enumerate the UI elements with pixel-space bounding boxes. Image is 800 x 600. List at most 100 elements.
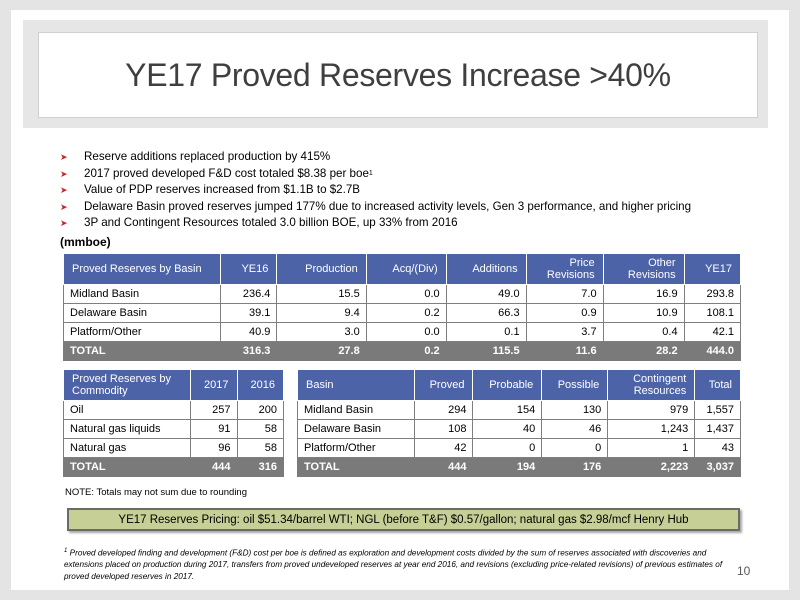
table-cell: 9.4	[276, 303, 367, 323]
table-cell: 96	[190, 438, 238, 458]
column-header: Probable	[472, 369, 543, 401]
table-cell: 46	[541, 419, 609, 439]
table-cell: 176	[541, 457, 609, 477]
table-cell: 58	[236, 438, 284, 458]
table-cell: 91	[190, 419, 238, 439]
table-row: Natural gas 96 58	[63, 438, 284, 458]
total-row: TOTAL 444 316	[63, 457, 284, 477]
column-header: 2017	[190, 369, 238, 401]
column-header: Basin	[297, 369, 415, 401]
arrow-bullet-icon: ➤	[60, 201, 68, 212]
table-cell: 49.0	[445, 284, 527, 304]
table-cell: 1	[607, 438, 696, 458]
column-header: Total	[694, 369, 741, 401]
arrow-bullet-icon: ➤	[60, 218, 68, 229]
table-cell: 108	[413, 419, 474, 439]
table-cell: 0.0	[365, 322, 447, 342]
table-cell: 40.9	[219, 322, 278, 342]
arrow-bullet-icon: ➤	[60, 185, 68, 196]
table-row: Delaware Basin 39.1 9.4 0.2 66.3 0.9 10.…	[63, 303, 742, 323]
table-cell: 316.3	[219, 341, 278, 361]
table-cell: 11.6	[525, 341, 604, 361]
arrow-bullet-icon: ➤	[60, 152, 68, 162]
bullet-text: Reserve additions replaced production by…	[84, 150, 331, 163]
table-cell: 43	[694, 438, 741, 458]
table-cell: 154	[472, 400, 543, 420]
table-cell: 2,223	[607, 457, 696, 477]
table-header-row: Proved Reserves by Basin YE16 Production…	[63, 253, 742, 285]
table-row: Oil 257 200	[63, 400, 284, 420]
table-row: Natural gas liquids 91 58	[63, 419, 284, 439]
table-cell: 115.5	[445, 341, 527, 361]
proved-reserves-by-basin-table: Proved Reserves by Basin YE16 Production…	[63, 253, 742, 361]
slide-title: YE17 Proved Reserves Increase >40%	[125, 56, 671, 93]
table-cell: 0	[472, 438, 543, 458]
table-cell: 200	[236, 400, 284, 420]
table-cell: 194	[472, 457, 543, 477]
table-cell: 236.4	[219, 284, 278, 304]
bullet-list: ➤ Reserve additions replaced production b…	[60, 149, 691, 232]
bullet-item: ➤ Delaware Basin proved reserves jumped 1…	[60, 199, 691, 216]
column-header: Price Revisions	[525, 253, 604, 285]
table-cell: 27.8	[276, 341, 367, 361]
title-box: YE17 Proved Reserves Increase >40%	[38, 32, 758, 118]
bullet-text: Value of PDP reserves increased from $1.…	[84, 183, 361, 197]
row-label: Platform/Other	[63, 322, 221, 342]
table-row: Midland Basin 294 154 130 979 1,557	[297, 400, 741, 420]
pricing-banner: YE17 Reserves Pricing: oil $51.34/barrel…	[67, 508, 740, 531]
row-label: TOTAL	[63, 457, 191, 477]
table-cell: 293.8	[683, 284, 742, 304]
column-header: Production	[276, 253, 367, 285]
unit-label: (mmboe)	[60, 235, 111, 249]
column-header: Possible	[541, 369, 609, 401]
bullet-text: 2017 proved developed F&D cost totaled $…	[84, 166, 369, 180]
row-label: TOTAL	[297, 457, 415, 477]
table-cell: 1,437	[694, 419, 741, 439]
bullet-text: Delaware Basin proved reserves jumped 17…	[84, 199, 692, 213]
row-label: Platform/Other	[297, 438, 415, 458]
table-header-row: Basin Proved Probable Possible Contingen…	[297, 369, 741, 401]
table-cell: 40	[472, 419, 543, 439]
resources-by-basin-table: Basin Proved Probable Possible Contingen…	[297, 369, 741, 477]
row-label: Midland Basin	[297, 400, 415, 420]
table-cell: 0.2	[365, 303, 447, 323]
table-row: Midland Basin 236.4 15.5 0.0 49.0 7.0 16…	[63, 284, 742, 304]
total-row: TOTAL 444 194 176 2,223 3,037	[297, 457, 741, 477]
table-row: Platform/Other 42 0 0 1 43	[297, 438, 741, 458]
row-label: Delaware Basin	[63, 303, 221, 323]
table-cell: 444	[190, 457, 238, 477]
table-cell: 1,557	[694, 400, 741, 420]
table-cell: 130	[541, 400, 609, 420]
table-cell: 42	[413, 438, 474, 458]
table-cell: 42.1	[683, 322, 742, 342]
row-label: Natural gas	[63, 438, 191, 458]
table-row: Platform/Other 40.9 3.0 0.0 0.1 3.7 0.4 …	[63, 322, 742, 342]
arrow-bullet-icon: ➤	[60, 168, 68, 179]
table-cell: 1,243	[607, 419, 696, 439]
table-cell: 3.0	[276, 322, 367, 342]
footnote-marker: 1	[64, 548, 68, 554]
table-cell: 3,037	[694, 457, 741, 477]
table-cell: 0.1	[445, 322, 527, 342]
total-row: TOTAL 316.3 27.8 0.2 115.5 11.6 28.2 444…	[63, 341, 742, 361]
column-header: Acq/(Div)	[365, 253, 447, 285]
table-cell: 7.0	[525, 284, 604, 304]
bullet-item: ➤ Value of PDP reserves increased from $1…	[60, 182, 691, 199]
table-cell: 16.9	[602, 284, 685, 304]
row-label: Oil	[63, 400, 191, 420]
column-header: Proved	[413, 369, 474, 401]
bullet-item: ➤ Reserve additions replaced production b…	[60, 149, 691, 166]
column-header: Other Revisions	[602, 253, 685, 285]
table-cell: 0.4	[602, 322, 685, 342]
table-cell: 58	[236, 419, 284, 439]
table-cell: 0	[541, 438, 609, 458]
bullet-text: 3P and Contingent Resources totaled 3.0 …	[84, 216, 458, 230]
table-header-row: Proved Reserves by Commodity 2017 2016	[63, 369, 284, 401]
table-cell: 10.9	[602, 303, 685, 323]
proved-reserves-by-commodity-table: Proved Reserves by Commodity 2017 2016 O…	[63, 369, 284, 477]
table-cell: 28.2	[602, 341, 685, 361]
table-cell: 316	[236, 457, 284, 477]
table-cell: 257	[190, 400, 238, 420]
table-cell: 0.0	[365, 284, 447, 304]
table-row: Delaware Basin 108 40 46 1,243 1,437	[297, 419, 741, 439]
